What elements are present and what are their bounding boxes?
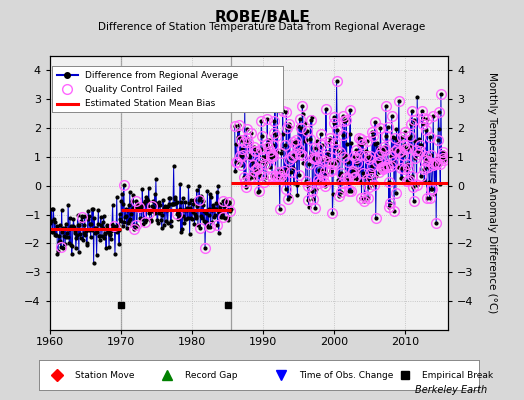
Text: Difference from Regional Average: Difference from Regional Average (85, 71, 238, 80)
Text: ROBE/BALE: ROBE/BALE (214, 10, 310, 25)
Text: Berkeley Earth: Berkeley Earth (415, 385, 487, 395)
Y-axis label: Monthly Temperature Anomaly Difference (°C): Monthly Temperature Anomaly Difference (… (487, 72, 497, 314)
Text: Station Move: Station Move (74, 370, 134, 380)
Text: Estimated Station Mean Bias: Estimated Station Mean Bias (85, 99, 215, 108)
Text: Quality Control Failed: Quality Control Failed (85, 84, 182, 94)
Text: Record Gap: Record Gap (184, 370, 237, 380)
Text: Time of Obs. Change: Time of Obs. Change (299, 370, 394, 380)
Text: Empirical Break: Empirical Break (422, 370, 494, 380)
Text: Difference of Station Temperature Data from Regional Average: Difference of Station Temperature Data f… (99, 22, 425, 32)
